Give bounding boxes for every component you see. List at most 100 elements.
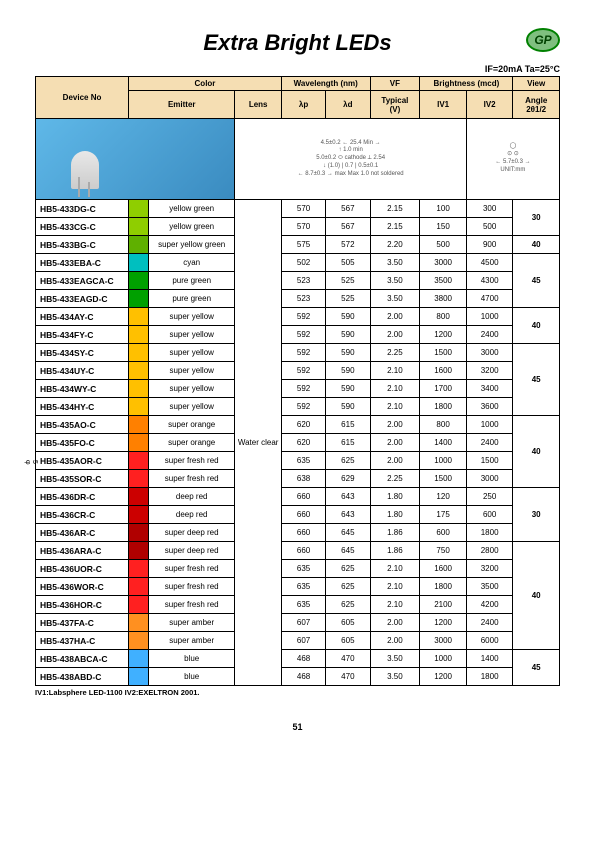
- color-swatch: [129, 380, 149, 398]
- table-row: HB5-433EBA-Ccyan5025053.503000450045: [36, 254, 560, 272]
- lp-cell: 592: [281, 362, 325, 380]
- iv1-cell: 1600: [420, 560, 467, 578]
- th-typical: Typical(V): [370, 91, 420, 119]
- th-lp: λp: [281, 91, 325, 119]
- lp-cell: 575: [281, 236, 325, 254]
- table-row: HB5-434UY-Csuper yellow5925902.101600320…: [36, 362, 560, 380]
- iv2-cell: 250: [466, 488, 513, 506]
- iv1-cell: 1400: [420, 434, 467, 452]
- iv2-cell: 3600: [466, 398, 513, 416]
- lp-cell: 620: [281, 416, 325, 434]
- ld-cell: 590: [326, 362, 370, 380]
- color-swatch: [129, 560, 149, 578]
- led-photo-cell: [36, 119, 235, 200]
- ld-cell: 615: [326, 434, 370, 452]
- page-number: 51: [35, 722, 560, 732]
- angle-cell: 40: [513, 542, 560, 650]
- ld-cell: 643: [326, 488, 370, 506]
- color-swatch: [129, 488, 149, 506]
- vf-cell: 2.10: [370, 362, 420, 380]
- iv1-cell: 1000: [420, 650, 467, 668]
- th-wavelength: Wavelength (nm): [281, 77, 370, 91]
- lens-cell: Water clear: [235, 200, 282, 686]
- device-cell: HB5-434WY-C: [36, 380, 129, 398]
- vf-cell: 2.00: [370, 614, 420, 632]
- table-row: HB5-435AO-Csuper orange6206152.008001000…: [36, 416, 560, 434]
- ld-cell: 590: [326, 380, 370, 398]
- device-cell: HB5-436CR-C: [36, 506, 129, 524]
- vf-cell: 2.00: [370, 326, 420, 344]
- emitter-cell: super yellow green: [148, 236, 234, 254]
- ld-cell: 625: [326, 560, 370, 578]
- lp-cell: 592: [281, 308, 325, 326]
- table-row: HB5-433EAGD-Cpure green5235253.503800470…: [36, 290, 560, 308]
- vf-cell: 2.00: [370, 434, 420, 452]
- table-row: HB5-438ABCA-Cblue4684703.501000140045: [36, 650, 560, 668]
- ld-cell: 590: [326, 326, 370, 344]
- color-swatch: [129, 254, 149, 272]
- iv1-cell: 500: [420, 236, 467, 254]
- iv2-cell: 500: [466, 218, 513, 236]
- lp-cell: 592: [281, 344, 325, 362]
- logo-text: GP: [534, 33, 551, 47]
- th-device: Device No: [36, 77, 129, 119]
- iv1-cell: 1500: [420, 344, 467, 362]
- color-swatch: [129, 524, 149, 542]
- emitter-cell: blue: [148, 650, 234, 668]
- table-row: HB5-436UOR-Csuper fresh red6356252.10160…: [36, 560, 560, 578]
- lp-cell: 570: [281, 200, 325, 218]
- lp-cell: 592: [281, 380, 325, 398]
- angle-cell: 40: [513, 416, 560, 488]
- vf-cell: 2.10: [370, 398, 420, 416]
- table-body: 4.5±0.2 ← 25.4 Min → ↑ 1.0 min 5.0±0.2 ⬭…: [36, 119, 560, 686]
- iv1-cell: 1800: [420, 578, 467, 596]
- vf-cell: 2.10: [370, 578, 420, 596]
- iv2-cell: 4700: [466, 290, 513, 308]
- emitter-cell: super amber: [148, 632, 234, 650]
- emitter-cell: super deep red: [148, 524, 234, 542]
- dimension-diagram: 4.5±0.2 ← 25.4 Min → ↑ 1.0 min 5.0±0.2 ⬭…: [235, 119, 466, 200]
- iv1-cell: 100: [420, 200, 467, 218]
- iv1-cell: 600: [420, 524, 467, 542]
- angle-cell: 45: [513, 650, 560, 686]
- lp-cell: 607: [281, 614, 325, 632]
- iv2-cell: 1800: [466, 524, 513, 542]
- iv1-cell: 3500: [420, 272, 467, 290]
- th-view: View: [513, 77, 560, 91]
- color-swatch: [129, 506, 149, 524]
- color-swatch: [129, 398, 149, 416]
- ld-cell: 567: [326, 200, 370, 218]
- color-swatch: [129, 632, 149, 650]
- page-title: Extra Bright LEDs: [35, 30, 560, 56]
- led-table: Device No Color Wavelength (nm) VF Brigh…: [35, 76, 560, 686]
- vf-cell: 3.50: [370, 254, 420, 272]
- vf-cell: 1.86: [370, 524, 420, 542]
- led-photo: [36, 119, 234, 199]
- ld-cell: 572: [326, 236, 370, 254]
- table-row: HB5-438ABD-Cblue4684703.5012001800: [36, 668, 560, 686]
- table-row: HB5-433EAGCA-Cpure green5235253.50350043…: [36, 272, 560, 290]
- th-iv2: IV2: [466, 91, 513, 119]
- device-cell: HB5-434UY-C: [36, 362, 129, 380]
- table-row: HB5-434HY-Csuper yellow5925902.101800360…: [36, 398, 560, 416]
- lp-cell: 660: [281, 524, 325, 542]
- table-row: HB5-436ARA-Csuper deep red6606451.867502…: [36, 542, 560, 560]
- vf-cell: 1.80: [370, 488, 420, 506]
- iv2-cell: 6000: [466, 632, 513, 650]
- lp-cell: 635: [281, 452, 325, 470]
- vf-cell: 1.80: [370, 506, 420, 524]
- device-cell: HB5-433BG-C: [36, 236, 129, 254]
- color-swatch: [129, 218, 149, 236]
- table-row: HB5-436DR-Cdeep red6606431.8012025030: [36, 488, 560, 506]
- table-row: HB5-436WOR-Csuper fresh red6356252.10180…: [36, 578, 560, 596]
- emitter-cell: super fresh red: [148, 578, 234, 596]
- color-swatch: [129, 650, 149, 668]
- emitter-cell: deep red: [148, 506, 234, 524]
- iv2-cell: 1000: [466, 416, 513, 434]
- iv1-cell: 750: [420, 542, 467, 560]
- device-cell: HB5-433EBA-C: [36, 254, 129, 272]
- ld-cell: 525: [326, 290, 370, 308]
- iv2-cell: 2800: [466, 542, 513, 560]
- color-swatch: [129, 614, 149, 632]
- device-cell: HB5-434SY-C: [36, 344, 129, 362]
